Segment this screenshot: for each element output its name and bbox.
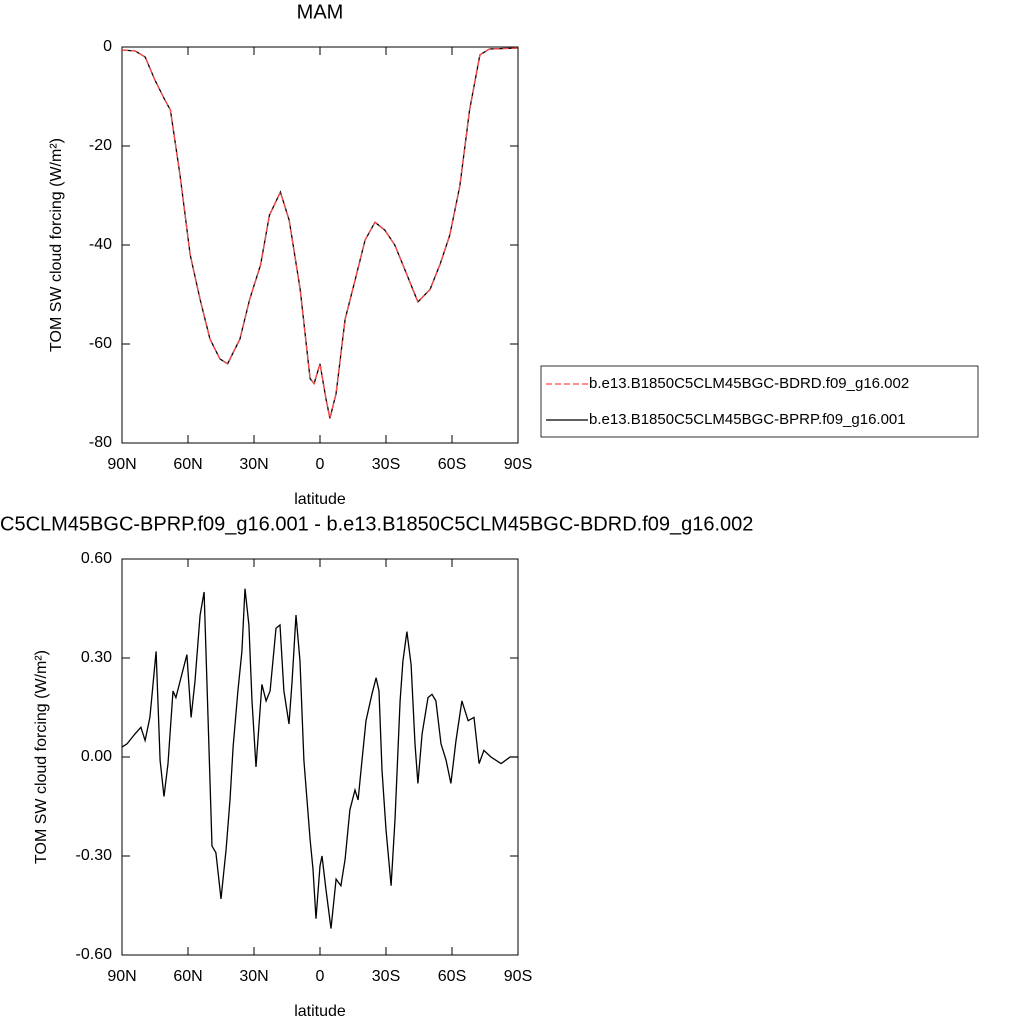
x-tick-label: 30N xyxy=(239,456,268,473)
y-tick-label: -80 xyxy=(89,434,112,451)
data-line xyxy=(121,588,518,929)
y-tick-label: 0 xyxy=(103,38,112,55)
legend-label: b.e13.B1850C5CLM45BGC-BDRD.f09_g16.002 xyxy=(589,375,909,392)
x-axis-label: latitude xyxy=(294,491,346,508)
legend-label: b.e13.B1850C5CLM45BGC-BPRP.f09_g16.001 xyxy=(589,411,906,428)
data-line xyxy=(121,47,519,419)
x-tick-label: 60N xyxy=(173,968,202,985)
y-tick-label: 0.30 xyxy=(81,649,112,666)
x-tick-label: 90S xyxy=(504,456,532,473)
x-tick-label: 0 xyxy=(316,456,325,473)
y-tick-label: 0.00 xyxy=(81,748,112,765)
y-tick-label: -60 xyxy=(89,335,112,352)
data-line xyxy=(121,47,519,419)
x-axis-label: latitude xyxy=(294,1003,346,1020)
chart-title: b.e13.B1850C5CLM45BGC-BPRP.f09_g16.001 -… xyxy=(0,513,753,535)
y-tick-label: -0.30 xyxy=(76,847,113,864)
x-tick-label: 30S xyxy=(372,456,400,473)
plot-frame xyxy=(121,46,519,444)
chart-title: MAM xyxy=(297,1,344,23)
x-tick-label: 60N xyxy=(173,456,202,473)
y-tick-label: 0.60 xyxy=(81,550,112,567)
y-axis-label: TOM SW cloud forcing (W/m²) xyxy=(33,650,50,864)
legend: b.e13.B1850C5CLM45BGC-BDRD.f09_g16.002 b.… xyxy=(540,365,979,438)
legend-box xyxy=(540,365,979,438)
x-tick-label: 30N xyxy=(239,968,268,985)
x-tick-label: 60S xyxy=(438,456,466,473)
x-tick-label: 90N xyxy=(107,968,136,985)
plot-frame xyxy=(121,558,519,956)
x-tick-label: 90N xyxy=(107,456,136,473)
y-axis-label: TOM SW cloud forcing (W/m²) xyxy=(48,138,65,352)
x-tick-label: 90S xyxy=(504,968,532,985)
x-tick-label: 60S xyxy=(438,968,466,985)
y-tick-label: -0.60 xyxy=(76,946,113,963)
x-tick-label: 30S xyxy=(372,968,400,985)
y-tick-label: -40 xyxy=(89,236,112,253)
y-tick-label: -20 xyxy=(89,137,112,154)
x-tick-label: 0 xyxy=(316,968,325,985)
